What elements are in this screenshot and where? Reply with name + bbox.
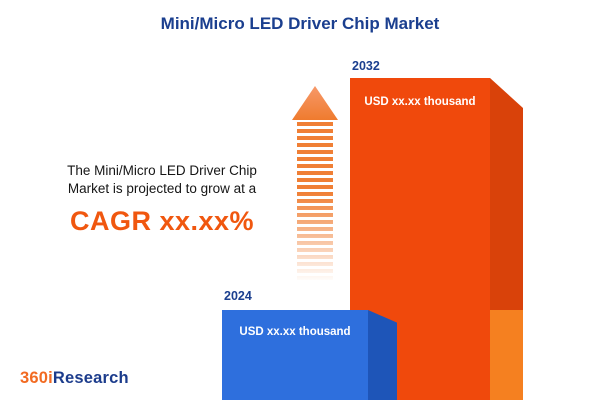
bar-2032-side [490,78,523,400]
growth-arrow-icon [292,86,338,290]
bar-2024-year-label: 2024 [224,289,252,303]
brand-logo-suffix: Research [52,369,129,387]
arrow-fade-overlay [292,192,338,290]
bar-2032-value-label: USD xx.xx thousand [364,96,476,108]
arrow-head-icon [292,86,338,120]
bar-2024 [222,310,368,400]
description-line-2: Market is projected to grow at a [67,181,257,197]
bar-2024-value-label: USD xx.xx thousand [239,326,351,338]
bar-2024-side [368,310,397,400]
description-block: The Mini/Micro LED Driver Chip Market is… [18,162,306,237]
description-line-1: The Mini/Micro LED Driver Chip [67,163,257,178]
brand-logo-prefix: 360i [20,369,53,387]
cagr-text: CAGR xx.xx% [69,206,255,237]
page-title: Mini/Micro LED Driver Chip Market [160,14,440,33]
brand-logo: 360iResearch [20,369,129,388]
bar-2032-year-label: 2032 [352,59,380,73]
